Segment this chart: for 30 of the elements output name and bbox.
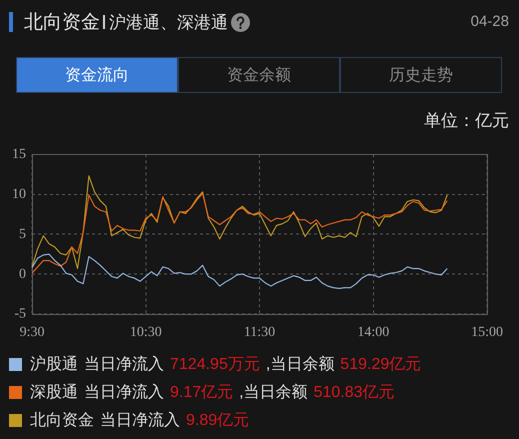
x-tick-label: 9:30 [20, 325, 44, 340]
y-tick-label: 15 [12, 147, 26, 162]
x-tick-label: 15:00 [471, 325, 503, 340]
text: 当日净流入 [100, 410, 180, 430]
legend-label: 沪股通 [30, 354, 78, 374]
y-tick-label: 10 [12, 186, 26, 202]
text: 9.89亿元 [186, 410, 250, 430]
text: 519.29亿元 [340, 354, 422, 374]
text: 历史走势 [389, 66, 453, 86]
y-axis-title: 单位：亿元 [424, 110, 509, 132]
text: 510.83亿元 [314, 382, 395, 402]
legend-label: 深股通 [30, 382, 78, 402]
y-tick-label: -5 [14, 306, 26, 322]
x-tick-label: 11:30 [244, 325, 276, 340]
text: 7124.95万元 [170, 354, 260, 374]
text: 当日净流入 [84, 354, 164, 374]
chart-title: 北向资金 [24, 11, 100, 35]
y-tick-label: 5 [19, 226, 26, 242]
text: 9.17亿元 [170, 382, 234, 402]
text: 资金流向 [65, 66, 129, 86]
text: ,当日余额 [239, 382, 308, 402]
x-tick-label: 10:30 [130, 325, 162, 340]
chart-subtitle: 沪港通、深港通 [109, 12, 228, 34]
x-tick-label: 14:00 [357, 325, 390, 340]
y-tick-label: 0 [19, 266, 26, 282]
text: 资金余额 [227, 66, 291, 86]
text: ,当日余额 [266, 354, 334, 374]
legend-label: 北向资金 [30, 410, 94, 430]
text: 当日净流入 [84, 382, 164, 402]
text: 04-28 [470, 13, 509, 30]
